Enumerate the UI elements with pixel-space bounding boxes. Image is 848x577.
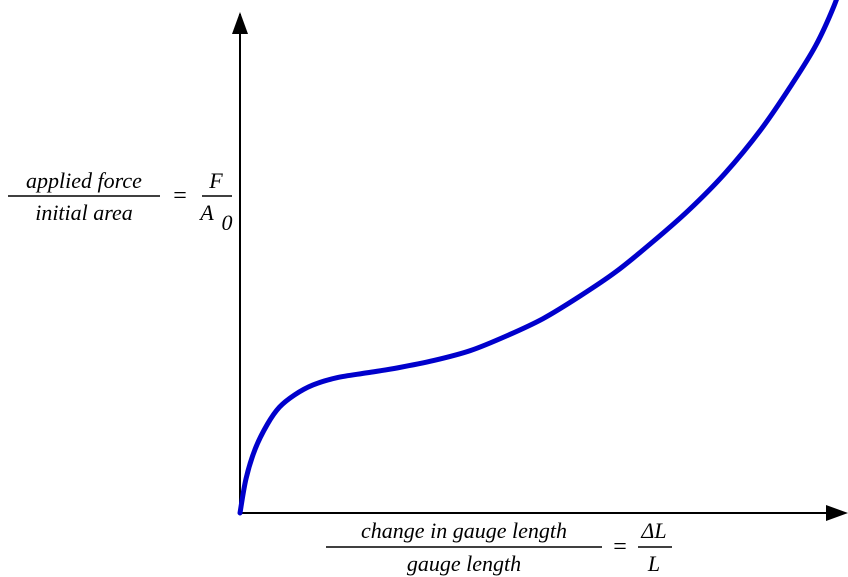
- x-axis-label: change in gauge length gauge length = ΔL…: [326, 518, 672, 576]
- x-label-equals: =: [613, 534, 627, 560]
- y-label-equals: =: [173, 183, 187, 209]
- x-label-symbol-numerator: ΔL: [640, 518, 666, 543]
- y-axis-label: applied force initial area = F A 0: [8, 168, 233, 235]
- x-label-numerator: change in gauge length: [361, 518, 567, 543]
- x-axis-arrowhead: [826, 505, 848, 521]
- y-label-symbol-denominator: A: [198, 200, 214, 225]
- y-axis-arrowhead: [232, 12, 248, 34]
- series-layer: [237, 0, 839, 516]
- y-label-symbol-numerator: F: [208, 168, 223, 193]
- y-label-symbol-subscript: 0: [222, 210, 233, 235]
- x-label-denominator: gauge length: [407, 551, 521, 576]
- y-label-numerator: applied force: [26, 168, 142, 193]
- series-line-0: [237, 0, 839, 516]
- x-label-symbol-denominator: L: [647, 551, 660, 576]
- y-label-denominator: initial area: [35, 200, 133, 225]
